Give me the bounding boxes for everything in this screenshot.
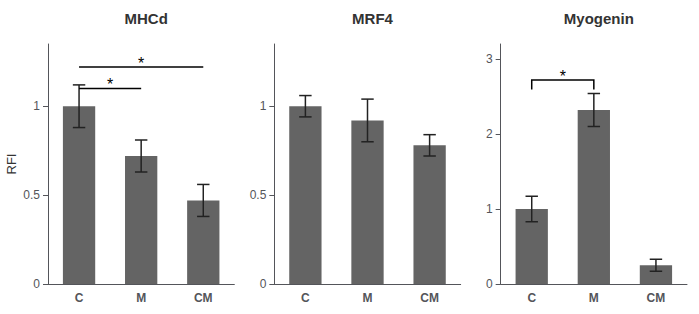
svg-text:*: *	[107, 76, 113, 93]
svg-text:1: 1	[33, 99, 40, 113]
svg-text:0.5: 0.5	[250, 188, 267, 202]
svg-text:*: *	[138, 55, 144, 72]
svg-text:0.5: 0.5	[23, 188, 40, 202]
svg-text:0: 0	[486, 277, 493, 291]
svg-text:RFI: RFI	[4, 154, 19, 175]
svg-text:C: C	[527, 291, 536, 305]
svg-text:1: 1	[486, 202, 493, 216]
svg-text:0: 0	[33, 277, 40, 291]
svg-text:CM: CM	[194, 291, 213, 305]
svg-text:MHCd: MHCd	[125, 10, 168, 27]
svg-text:CM: CM	[420, 291, 439, 305]
svg-text:M: M	[363, 291, 373, 305]
svg-text:M: M	[136, 291, 146, 305]
svg-text:1: 1	[260, 99, 267, 113]
svg-text:2: 2	[486, 127, 493, 141]
svg-text:M: M	[589, 291, 599, 305]
svg-text:MRF4: MRF4	[352, 10, 393, 27]
svg-text:C: C	[75, 291, 84, 305]
svg-text:C: C	[301, 291, 310, 305]
svg-text:CM: CM	[647, 291, 666, 305]
svg-text:*: *	[560, 68, 566, 85]
svg-text:3: 3	[486, 52, 493, 66]
svg-text:0: 0	[260, 277, 267, 291]
svg-text:Myogenin: Myogenin	[564, 10, 634, 27]
